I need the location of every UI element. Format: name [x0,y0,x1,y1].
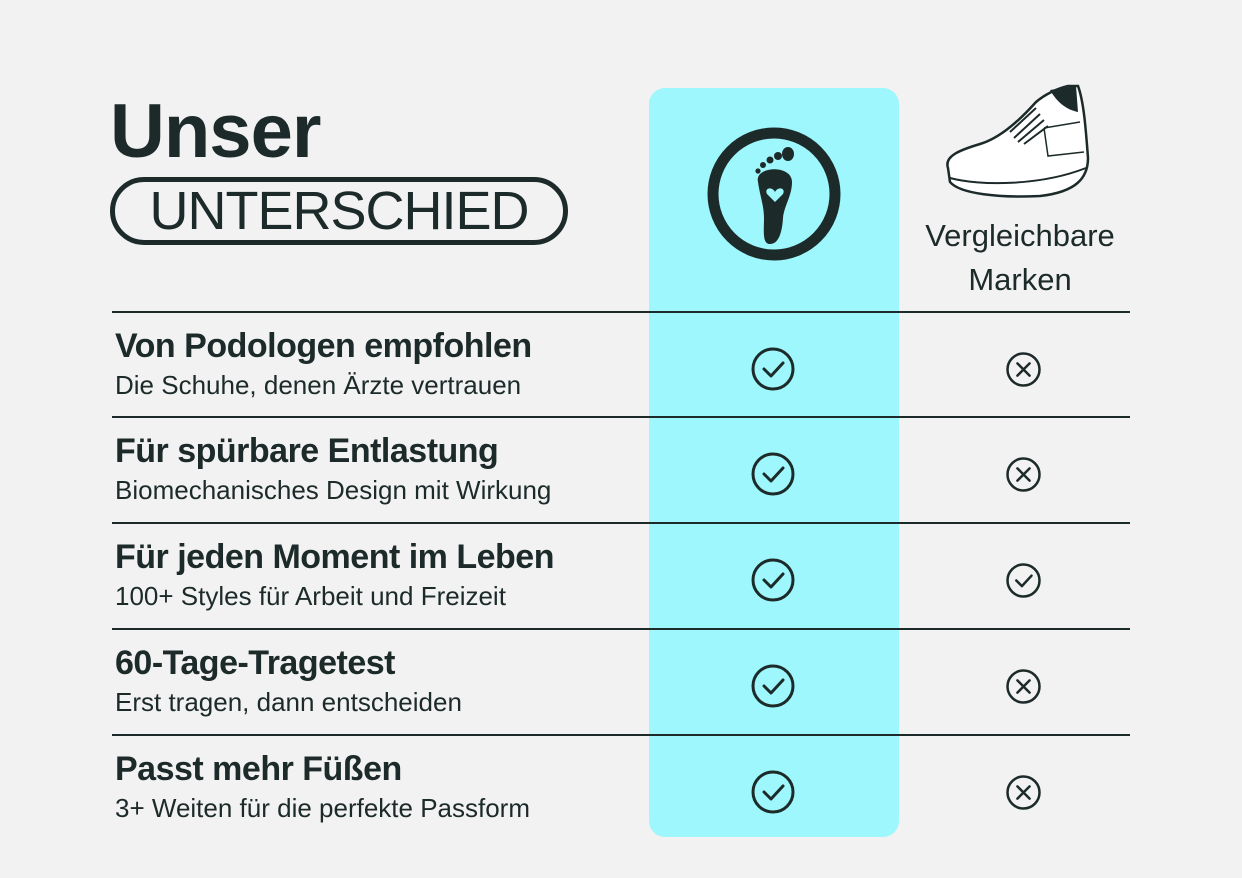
page-title: Unser [110,89,321,174]
title-badge: UNTERSCHIED [110,177,568,245]
cross-icon [1005,774,1041,810]
competitor-column-header: Vergleichbare Marken [925,218,1115,297]
foot-heart-logo-icon [707,127,841,261]
check-icon [751,770,795,814]
cross-icon [1005,668,1041,704]
row-title: Für jeden Moment im Leben [115,538,554,576]
row-title: 60-Tage-Tragetest [115,644,395,682]
row-subtitle: Biomechanisches Design mit Wirkung [115,475,552,505]
check-icon [751,347,795,391]
row-divider [112,416,1130,418]
sneaker-icon [946,84,1090,198]
row-subtitle: 100+ Styles für Arbeit und Freizeit [115,581,506,611]
check-icon [751,664,795,708]
row-divider [112,522,1130,524]
cross-icon [1005,456,1041,492]
row-subtitle: 3+ Weiten für die perfekte Passform [115,793,530,823]
comparison-row: Für spürbare Entlastung Biomechanisches D… [115,416,551,521]
comparison-row: 60-Tage-Tragetest Erst tragen, dann entsc… [115,628,462,733]
row-title: Passt mehr Füßen [115,750,402,788]
row-divider [112,734,1130,736]
row-divider [112,628,1130,630]
check-icon [751,558,795,602]
row-title: Von Podologen empfohlen [115,327,532,365]
comparison-row: Passt mehr Füßen 3+ Weiten für die perfek… [115,734,530,839]
check-icon [1005,562,1041,598]
row-subtitle: Die Schuhe, denen Ärzte vertrauen [115,370,522,400]
check-icon [751,452,795,496]
row-subtitle: Erst tragen, dann entscheiden [115,687,462,717]
row-divider [112,311,1130,313]
comparison-row: Von Podologen empfohlen Die Schuhe, denen… [115,311,532,416]
comparison-row: Für jeden Moment im Leben 100+ Styles für… [115,522,554,627]
cross-icon [1005,351,1041,387]
row-title: Für spürbare Entlastung [115,432,499,470]
